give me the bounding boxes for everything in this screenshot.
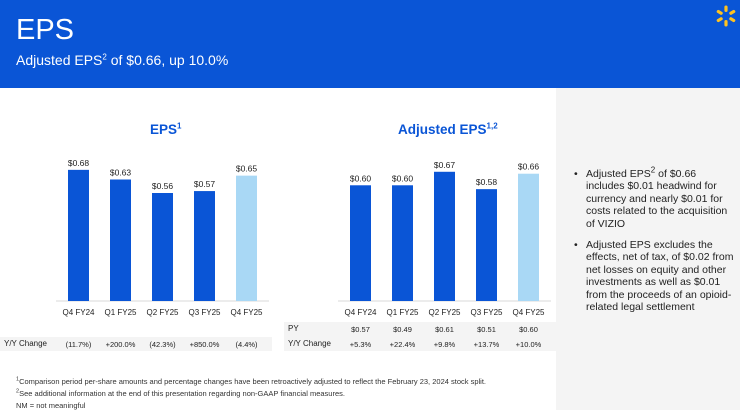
bar-q1-fy25 — [392, 185, 413, 301]
table-cell: +10.0% — [515, 340, 542, 349]
category-tick-label: Q4 FY24 — [62, 308, 95, 317]
subtitle-suffix: of $0.66, up 10.0% — [106, 52, 229, 68]
category-tick-label: Q3 FY25 — [470, 308, 503, 317]
subtitle-superscript: 2 — [102, 52, 107, 62]
commentary-bullets: Adjusted EPS2 of $0.66 includes $0.01 he… — [574, 166, 736, 322]
category-tick-label: Q2 FY25 — [428, 308, 461, 317]
commentary-bullet: Adjusted EPS2 of $0.66 includes $0.01 he… — [574, 166, 736, 230]
table-cell: (11.7%) — [65, 340, 92, 349]
table-row-label: PY — [288, 324, 299, 333]
bar-value-label: $0.66 — [518, 162, 540, 172]
table-cell: +5.3% — [349, 340, 372, 349]
adjusted-eps-chart-title: Adjusted EPS1,2 — [398, 121, 498, 137]
table-cell: +850.0% — [189, 340, 220, 349]
footnote: 1Comparison period per-share amounts and… — [16, 376, 486, 386]
bar-q4-fy24 — [350, 185, 371, 301]
header-banner: EPS Adjusted EPS2 of $0.66, up 10.0% — [0, 0, 740, 88]
bar-q4-fy25 — [236, 175, 257, 301]
category-tick-label: Q1 FY25 — [104, 308, 137, 317]
adjusted-eps-table-background — [284, 322, 556, 351]
table-cell: (4.4%) — [235, 340, 258, 349]
bar-value-label: $0.58 — [476, 177, 498, 187]
table-cell: $0.57 — [351, 325, 370, 334]
table-row-label: Y/Y Change — [288, 339, 331, 348]
footnote: NM = not meaningful — [16, 401, 86, 410]
category-tick-label: Q1 FY25 — [386, 308, 419, 317]
table-cell: +200.0% — [105, 340, 136, 349]
bar-q3-fy25 — [194, 191, 215, 301]
footnotes: 1Comparison period per-share amounts and… — [16, 376, 486, 412]
table-cell: +13.7% — [473, 340, 500, 349]
bar-value-label: $0.60 — [350, 173, 372, 183]
eps-chart-title: EPS1 — [150, 121, 182, 137]
category-tick-label: Q4 FY25 — [512, 308, 545, 317]
page-title: EPS — [16, 14, 75, 46]
table-cell: $0.60 — [519, 325, 538, 334]
bar-q2-fy25 — [152, 193, 173, 301]
category-tick-label: Q2 FY25 — [146, 308, 179, 317]
bar-q1-fy25 — [110, 179, 131, 301]
category-tick-label: Q4 FY25 — [230, 308, 263, 317]
bar-value-label: $0.56 — [152, 181, 174, 191]
table-cell: $0.61 — [435, 325, 454, 334]
bar-q3-fy25 — [476, 189, 497, 301]
bar-value-label: $0.60 — [392, 173, 414, 183]
bar-value-label: $0.65 — [236, 164, 258, 174]
table-cell: $0.49 — [393, 325, 412, 334]
bar-value-label: $0.67 — [434, 160, 456, 170]
bar-value-label: $0.68 — [68, 158, 90, 168]
category-tick-label: Q3 FY25 — [188, 308, 221, 317]
page-subtitle: Adjusted EPS2 of $0.66, up 10.0% — [16, 52, 228, 68]
table-row-label: Y/Y Change — [4, 339, 47, 348]
footnote: 2See additional information at the end o… — [16, 388, 345, 398]
bar-q4-fy25 — [518, 173, 539, 301]
eps-table-background — [0, 337, 272, 351]
table-cell: +9.8% — [433, 340, 456, 349]
bar-q2-fy25 — [434, 171, 455, 301]
bar-q4-fy24 — [68, 169, 89, 301]
table-cell: (42.3%) — [149, 340, 176, 349]
commentary-bullet: Adjusted EPS excludes the effects, net o… — [574, 239, 736, 313]
table-cell: $0.51 — [477, 325, 496, 334]
category-tick-label: Q4 FY24 — [344, 308, 377, 317]
bar-value-label: $0.63 — [110, 168, 132, 178]
spark-logo-icon — [716, 5, 736, 27]
table-cell: +22.4% — [389, 340, 416, 349]
subtitle-prefix: Adjusted EPS — [16, 52, 103, 68]
bar-value-label: $0.57 — [194, 179, 216, 189]
